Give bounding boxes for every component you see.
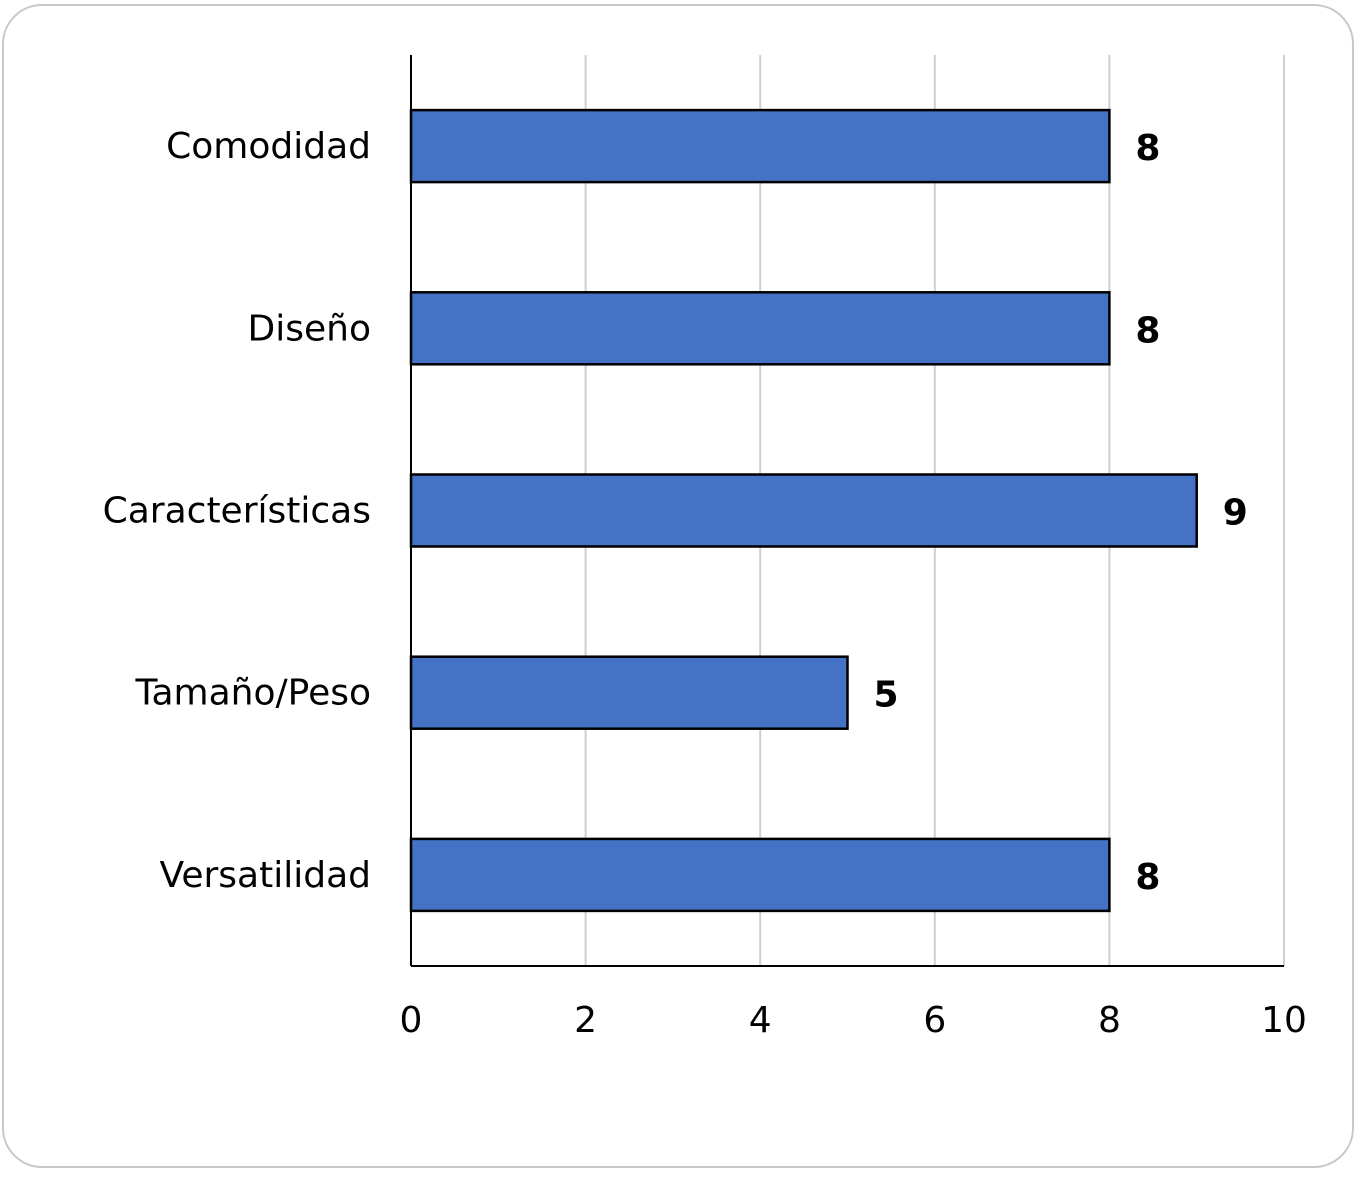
axes bbox=[410, 55, 1284, 967]
bar bbox=[409, 837, 1111, 913]
x-tick-label: 2 bbox=[574, 1000, 597, 1041]
data-label: 9 bbox=[1223, 493, 1248, 534]
labels: 0 2 4 6 8 10 Comodidad 8 Diseño 8 Características 9… bbox=[103, 126, 1307, 1041]
bar bbox=[409, 473, 1198, 548]
x-tick-label: 4 bbox=[749, 1000, 772, 1041]
x-tick-label: 10 bbox=[1261, 1000, 1307, 1041]
x-tick-label: 6 bbox=[923, 1000, 946, 1041]
x-tick-label: 0 bbox=[400, 1000, 423, 1041]
category-label: Diseño bbox=[248, 308, 371, 349]
data-label: 8 bbox=[1135, 128, 1160, 169]
data-label: 8 bbox=[1135, 310, 1160, 351]
data-label: 8 bbox=[1135, 857, 1160, 898]
bars bbox=[409, 108, 1198, 913]
bar bbox=[409, 655, 849, 730]
chart-frame bbox=[2, 4, 1354, 1168]
category-label: Versatilidad bbox=[160, 855, 371, 896]
x-tick-label: 8 bbox=[1098, 1000, 1121, 1041]
bar bbox=[409, 108, 1111, 184]
category-label: Comodidad bbox=[166, 126, 371, 167]
category-label: Características bbox=[103, 491, 371, 532]
data-label: 5 bbox=[874, 675, 899, 716]
bar bbox=[409, 291, 1111, 366]
category-label: Tamaño/Peso bbox=[134, 673, 371, 714]
